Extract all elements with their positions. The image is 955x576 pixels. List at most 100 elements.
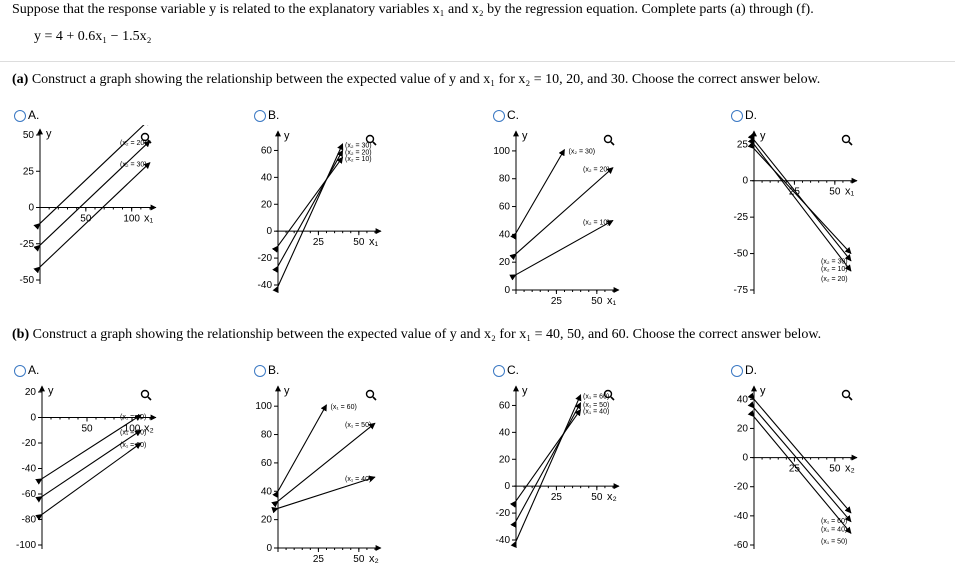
y-tick-label: 100 [493, 146, 510, 157]
option-a-B[interactable]: B. [254, 108, 279, 122]
regression-equation: y = 4 + 0.6x₁ − 1.5x₂ [34, 29, 152, 44]
option-b-A[interactable]: A. [14, 363, 39, 377]
radio-icon[interactable] [14, 364, 26, 377]
x-tick-label: 25 [551, 296, 563, 307]
series-label: (x₁ = 60) [583, 394, 609, 401]
radio-icon[interactable] [254, 109, 266, 122]
x-axis-label: x₁ [845, 186, 855, 198]
series-label: (x₂ = 30) [345, 143, 372, 150]
series-line [272, 143, 344, 294]
zoom-icon [841, 134, 851, 144]
y-tick-label: 20 [261, 199, 273, 210]
question-b-text: Construct a graph showing the relationsh… [32, 327, 822, 342]
x-tick-label: 50 [829, 187, 841, 198]
option-b-B[interactable]: B. [254, 363, 279, 377]
series-label: (x₁ = 40) [345, 476, 371, 483]
option-a-C[interactable]: C. [493, 108, 519, 122]
x-axis-label: x₂ [845, 463, 855, 475]
y-tick-label: 20 [737, 423, 749, 434]
y-tick-label: -75 [734, 285, 749, 296]
series-label: (x₁ = 50) [345, 422, 371, 429]
graph-a-D[interactable]: 250-25-50-752550yx₁(x₂ = 30)(x₂ = 10)(x₂… [726, 125, 866, 300]
series-line [271, 475, 376, 514]
graph-b-B[interactable]: 100 80 60 40 20 0 25 50 y x₂ (x₁ = 60) (x₁ = 50) (x₁… [250, 380, 390, 566]
x-axis-label: x₂ [607, 491, 617, 503]
y-axis-label: y [760, 385, 766, 397]
x-tick-label: 100 [123, 214, 140, 225]
zoom-icon [365, 134, 375, 144]
y-tick-label: 0 [742, 453, 748, 464]
divider [0, 61, 955, 62]
y-tick-label: 40 [499, 427, 511, 438]
option-a-A[interactable]: A. [14, 108, 39, 122]
graph-b-C[interactable]: 60 40 20 0 -20 -40 25 50 y x₂ (x₁ = 60)(x₁ = 50)(x… [488, 380, 628, 550]
y-tick-label: -50 [734, 249, 749, 260]
option-b-D[interactable]: D. [731, 363, 757, 377]
series-label: (x₂ = 20) [583, 167, 610, 174]
y-tick-label: 25 [23, 166, 35, 177]
y-tick-label: -40 [734, 511, 749, 522]
y-axis-label: y [48, 385, 54, 397]
radio-icon[interactable] [731, 364, 743, 377]
y-axis-label: y [522, 130, 528, 142]
graph-a-C[interactable]: 100 80 60 40 20 0 25 50 y x₁ (x₂ = 30) (x₂ = 20) (x₂… [488, 125, 628, 310]
zoom-icon-handle [372, 141, 377, 146]
zoom-icon-handle [147, 396, 152, 401]
y-tick-label: -40 [496, 535, 511, 546]
y-tick-label: 20 [499, 454, 511, 465]
option-b-C[interactable]: C. [493, 363, 519, 377]
y-tick-label: -20 [734, 482, 749, 493]
y-axis-label: y [522, 385, 528, 397]
y-tick-label: 0 [504, 285, 510, 296]
x-tick-label: 50 [81, 424, 93, 435]
series-line [509, 408, 582, 508]
series-line [747, 410, 852, 534]
series-line [510, 402, 582, 528]
y-tick-label: 60 [261, 458, 273, 469]
zoom-icon-handle [848, 396, 853, 401]
series-label: (x₂ = 10) [583, 219, 610, 226]
option-a-D[interactable]: D. [731, 108, 757, 122]
y-tick-label: 0 [742, 176, 748, 187]
y-axis-label: y [284, 385, 290, 397]
series-line [272, 149, 344, 273]
series-label: (x₁ = 50) [821, 538, 847, 545]
y-tick-label: -25 [20, 239, 35, 250]
zoom-icon-handle [610, 396, 615, 401]
series-line [509, 167, 614, 261]
y-tick-label: 40 [499, 229, 511, 240]
y-tick-label: -40 [258, 280, 273, 291]
x-axis-label: x₁ [607, 295, 617, 307]
zoom-icon-handle [372, 396, 377, 401]
graph-a-B[interactable]: 60 40 20 0 -20 -40 25 50 y x₁ (x₂ = 30)(x₂ = 20)(x… [250, 125, 390, 300]
radio-icon[interactable] [14, 109, 26, 122]
radio-icon[interactable] [731, 109, 743, 122]
x-tick-label: 50 [591, 296, 603, 307]
y-tick-label: -25 [734, 212, 749, 223]
radio-icon[interactable] [493, 109, 505, 122]
y-tick-label: 60 [499, 202, 511, 213]
series-line [272, 404, 327, 499]
x-tick-label: 25 [551, 492, 563, 503]
series-label: (x₁ = 60) [120, 442, 146, 449]
x-tick-label: 25 [313, 554, 325, 565]
series-line [35, 429, 142, 503]
series-line [271, 156, 344, 253]
x-tick-label: 50 [353, 554, 365, 565]
question-a: (a) Construct a graph showing the relati… [12, 72, 820, 88]
zoom-icon [603, 134, 613, 144]
y-tick-label: 100 [255, 401, 272, 412]
radio-icon[interactable] [493, 364, 505, 377]
series-line [271, 422, 376, 508]
series-label: (x₂ = 30) [569, 149, 596, 156]
zoom-icon [603, 389, 613, 399]
series-line [33, 140, 151, 252]
y-tick-label: 25 [737, 139, 749, 150]
radio-icon[interactable] [254, 364, 266, 377]
series-line [33, 162, 151, 274]
y-tick-label: 20 [261, 515, 273, 526]
y-tick-label: -20 [22, 438, 37, 449]
